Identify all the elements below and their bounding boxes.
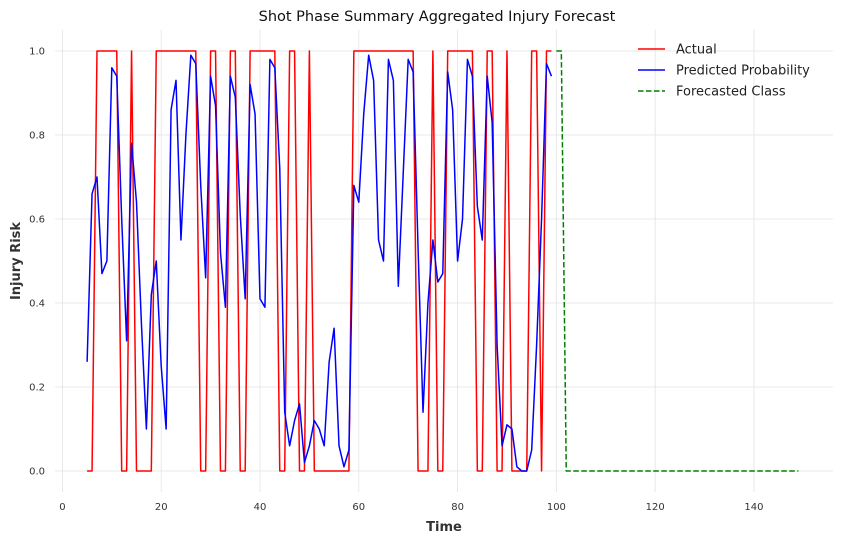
x-tick-label: 80 <box>451 502 464 513</box>
series-line-forecasted-class <box>556 50 799 472</box>
grid <box>55 30 833 492</box>
x-tick-label: 140 <box>744 502 763 513</box>
y-tick-label: 1.0 <box>29 47 45 58</box>
tick-labels: 0 20 40 60 80 100 120 140 0.0 0.2 0.4 0.6 0.8 1.0 <box>29 47 763 514</box>
series-layer <box>86 50 799 472</box>
x-tick-label: 40 <box>254 502 267 513</box>
legend-label: Forecasted Class <box>676 85 786 100</box>
legend-label: Actual <box>676 43 717 58</box>
x-axis-label: Time <box>426 520 462 535</box>
y-tick-label: 0.4 <box>29 299 45 310</box>
x-tick-label: 100 <box>547 502 566 513</box>
x-tick-label: 20 <box>155 502 168 513</box>
y-axis-label: Injury Risk <box>9 222 24 300</box>
legend: Actual Predicted Probability Forecasted Cl… <box>638 43 810 100</box>
x-tick-label: 0 <box>59 502 65 513</box>
legend-label: Predicted Probability <box>676 64 810 79</box>
series-line-predicted-probability <box>86 54 553 472</box>
y-tick-label: 0.6 <box>29 215 45 226</box>
chart-title: Shot Phase Summary Aggregated Injury For… <box>259 9 616 25</box>
series-line-actual <box>87 50 552 472</box>
x-tick-label: 120 <box>646 502 665 513</box>
x-tick-label: 60 <box>352 502 365 513</box>
y-tick-label: 0.2 <box>29 383 45 394</box>
y-tick-label: 0.8 <box>29 131 45 142</box>
y-tick-label: 0.0 <box>29 467 45 478</box>
